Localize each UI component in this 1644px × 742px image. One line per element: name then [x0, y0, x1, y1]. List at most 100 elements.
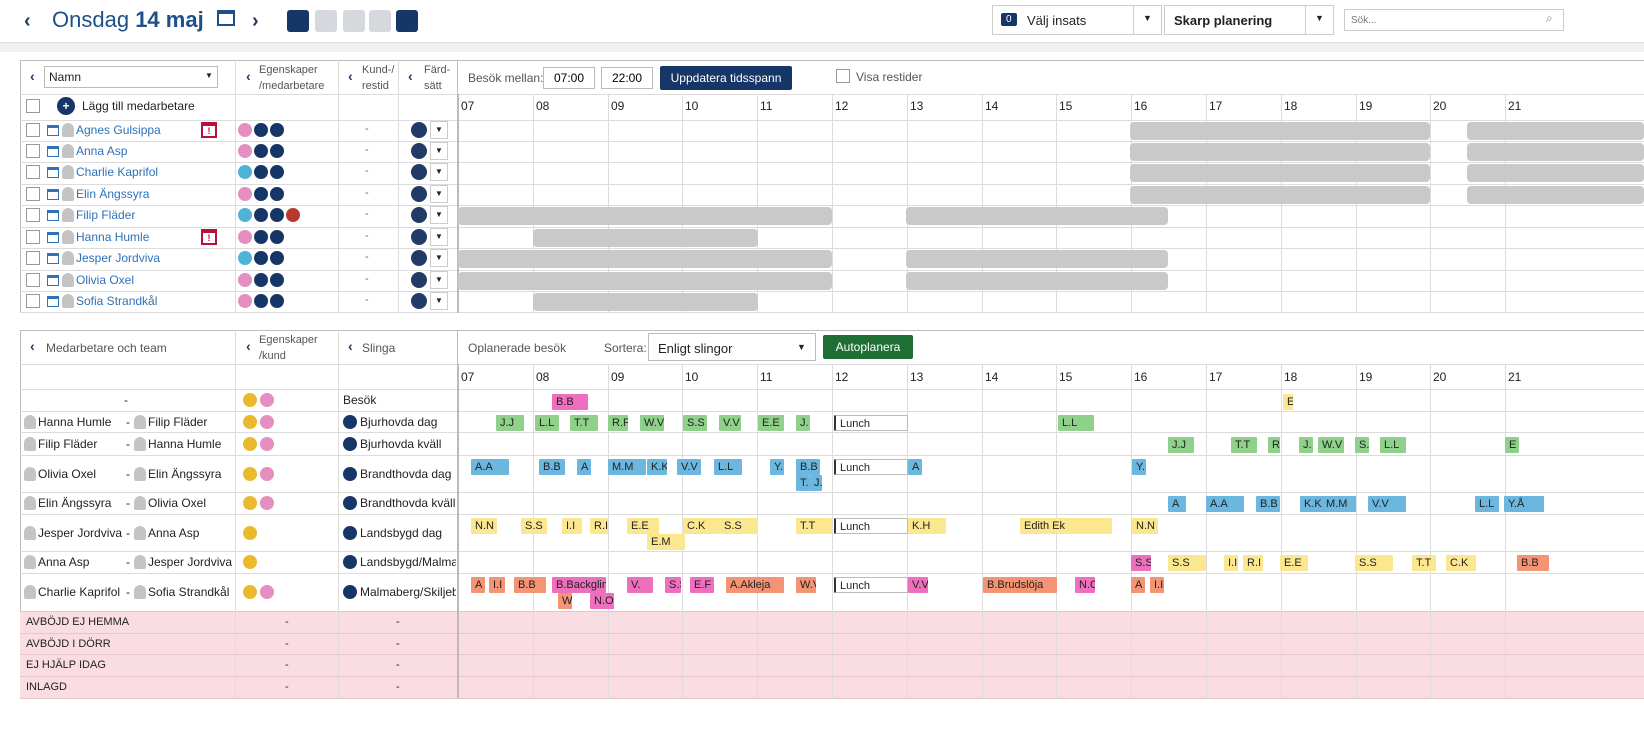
collapse-icon[interactable]: ‹: [246, 338, 251, 354]
visit-block[interactable]: Y.: [770, 459, 784, 475]
availability-block[interactable]: [458, 207, 832, 225]
availability-block[interactable]: [458, 272, 832, 290]
report-icon[interactable]: [396, 10, 418, 32]
visit-block[interactable]: K.K: [1300, 496, 1324, 512]
visit-block[interactable]: S.S: [1355, 555, 1393, 571]
collapse-icon[interactable]: ‹: [348, 338, 353, 354]
walking-icon[interactable]: [411, 207, 427, 223]
visit-block[interactable]: I.I: [1150, 577, 1164, 593]
visit-block[interactable]: A: [1168, 496, 1186, 512]
search-input[interactable]: [1344, 9, 1564, 31]
chevron-down-icon[interactable]: ▼: [430, 228, 448, 246]
staff-checkbox[interactable]: [26, 187, 40, 201]
collapse-icon[interactable]: ‹: [30, 338, 35, 354]
calendar-alert-icon[interactable]: !: [201, 229, 217, 245]
visit-block[interactable]: E.E: [758, 415, 784, 431]
availability-block[interactable]: [1467, 164, 1644, 182]
save-icon[interactable]: [369, 10, 391, 32]
visit-block[interactable]: L.L: [1058, 415, 1094, 431]
availability-block[interactable]: [1467, 122, 1644, 140]
staff-checkbox[interactable]: [26, 230, 40, 244]
visit-block[interactable]: A: [1131, 577, 1145, 593]
chevron-down-icon[interactable]: ▼: [430, 185, 448, 203]
visit-block[interactable]: E: [1283, 394, 1293, 410]
collapse-icon[interactable]: ‹: [408, 68, 413, 84]
time-to-input[interactable]: [601, 67, 653, 89]
visit-block[interactable]: E.E: [1280, 555, 1308, 571]
visit-block[interactable]: R.: [1268, 437, 1280, 453]
availability-block[interactable]: [533, 293, 758, 311]
visit-block[interactable]: B.B: [796, 459, 820, 475]
visit-block[interactable]: W: [558, 593, 572, 609]
chevron-down-icon[interactable]: ▼: [430, 292, 448, 310]
schedule-icon[interactable]: [47, 146, 59, 157]
schedule-icon[interactable]: [47, 210, 59, 221]
visit-block[interactable]: K.H: [908, 518, 946, 534]
sort-select[interactable]: Enligt slingor ▼: [648, 333, 816, 361]
visit-block[interactable]: J.: [1299, 437, 1313, 453]
visit-block[interactable]: Lunch: [834, 459, 908, 475]
chevron-down-icon[interactable]: ▼: [430, 142, 448, 160]
staff-name-link[interactable]: Filip Fläder: [76, 208, 136, 222]
visit-block[interactable]: B.B: [1256, 496, 1280, 512]
visit-block[interactable]: R.I: [1243, 555, 1263, 571]
walking-icon[interactable]: [411, 293, 427, 309]
plan-select[interactable]: Skarp planering ▼: [1164, 5, 1334, 35]
visit-block[interactable]: B.B: [539, 459, 565, 475]
walking-icon[interactable]: [411, 122, 427, 138]
chevron-down-icon[interactable]: ▼: [430, 249, 448, 267]
walking-icon[interactable]: [411, 272, 427, 288]
visit-block[interactable]: E.M: [647, 534, 685, 550]
time-from-input[interactable]: [543, 67, 595, 89]
visit-block[interactable]: M.M: [608, 459, 646, 475]
visit-block[interactable]: J.: [796, 415, 810, 431]
update-span-button[interactable]: Uppdatera tidsspann: [660, 66, 792, 90]
availability-block[interactable]: [1130, 143, 1430, 161]
visit-block[interactable]: C.K: [1446, 555, 1476, 571]
collapse-icon[interactable]: ‹: [246, 68, 251, 84]
slinga-name[interactable]: Landsbygd/Malma: [360, 555, 456, 569]
insats-select[interactable]: 0 Välj insats ▼: [992, 5, 1162, 35]
availability-block[interactable]: [1130, 164, 1430, 182]
availability-block[interactable]: [533, 229, 758, 247]
walking-icon[interactable]: [411, 250, 427, 266]
visit-block[interactable]: B.B: [514, 577, 546, 593]
visit-block[interactable]: Lunch: [834, 518, 908, 534]
visit-block[interactable]: I.I: [562, 518, 582, 534]
walking-icon[interactable]: [411, 229, 427, 245]
visit-block[interactable]: W.V: [1318, 437, 1344, 453]
visa-restider-checkbox[interactable]: [836, 69, 850, 83]
availability-block[interactable]: [1130, 122, 1430, 140]
visit-block[interactable]: S.S: [683, 415, 707, 431]
visit-block[interactable]: S.S: [665, 577, 681, 593]
staff-name-link[interactable]: Sofia Strandkål: [76, 294, 158, 308]
staff-checkbox[interactable]: [26, 251, 40, 265]
availability-block[interactable]: [906, 250, 1168, 268]
collapse-icon[interactable]: ‹: [348, 68, 353, 84]
schedule-icon[interactable]: [47, 232, 59, 243]
chevron-down-icon[interactable]: ▼: [430, 163, 448, 181]
chevron-down-icon[interactable]: ▼: [430, 271, 448, 289]
visit-block[interactable]: Edith Ek: [1020, 518, 1112, 534]
copy-icon[interactable]: [343, 10, 365, 32]
visit-block[interactable]: V.V: [1368, 496, 1406, 512]
visit-block[interactable]: Y.: [1132, 459, 1146, 475]
visit-block[interactable]: S.S: [1131, 555, 1151, 571]
staff-name-link[interactable]: Charlie Kaprifol: [76, 165, 159, 179]
visit-block[interactable]: K.K: [647, 459, 667, 475]
staff-checkbox[interactable]: [26, 208, 40, 222]
visit-block[interactable]: T.: [796, 475, 810, 491]
walking-icon[interactable]: [411, 164, 427, 180]
visit-block[interactable]: E: [1505, 437, 1519, 453]
visit-block[interactable]: T.T: [1412, 555, 1436, 571]
visit-block[interactable]: B.Backglim: [552, 577, 606, 593]
visit-block[interactable]: L.L: [714, 459, 742, 475]
name-select[interactable]: Namn ▼: [44, 66, 218, 88]
availability-block[interactable]: [1467, 143, 1644, 161]
add-staff-button[interactable]: Lägg till medarbetare: [82, 99, 195, 113]
select-all-checkbox[interactable]: [26, 99, 40, 113]
visit-block[interactable]: I.I: [489, 577, 505, 593]
visit-block[interactable]: B.B: [552, 394, 588, 410]
slinga-name[interactable]: Bjurhovda dag: [360, 415, 438, 429]
schedule-icon[interactable]: [47, 167, 59, 178]
